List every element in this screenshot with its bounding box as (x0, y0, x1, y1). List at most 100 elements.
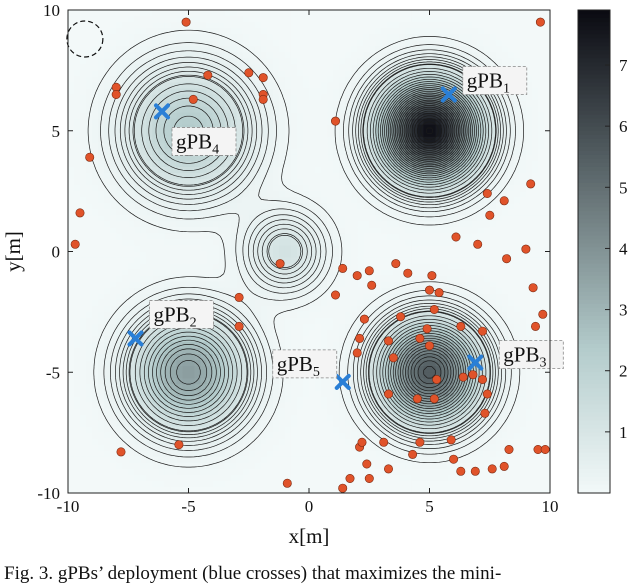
heat-cell (74, 366, 81, 373)
heat-cell (290, 154, 298, 162)
heat-cell (260, 130, 268, 138)
heat-cell (309, 414, 316, 422)
heat-cell (212, 227, 220, 234)
heat-cell (423, 360, 431, 367)
heat-cell (80, 94, 87, 102)
heat-cell (224, 70, 232, 78)
heat-cell (290, 10, 298, 17)
heat-cell (152, 118, 159, 126)
heat-cell (164, 474, 172, 482)
heat-cell (182, 76, 190, 84)
heat-cell (116, 281, 123, 289)
heat-cell (435, 245, 443, 253)
heat-cell (74, 58, 81, 65)
heat-cell (104, 52, 111, 59)
heat-cell (134, 245, 141, 253)
heat-cell (242, 269, 250, 277)
heat-cell (176, 209, 184, 216)
heat-cell (387, 106, 394, 114)
heat-cell (74, 70, 81, 78)
heat-cell (80, 336, 87, 343)
heat-cell (152, 360, 159, 367)
heat-cell (351, 10, 358, 17)
heat-cell (375, 160, 382, 168)
heat-cell (128, 239, 135, 247)
heat-cell (68, 118, 75, 126)
heat-cell (321, 486, 328, 493)
heat-cell (272, 16, 280, 23)
heat-cell (122, 46, 129, 53)
heat-cell (339, 148, 346, 156)
heat-cell (176, 293, 184, 301)
heat-cell (423, 275, 431, 283)
heat-cell (158, 142, 166, 150)
heat-cell (116, 414, 123, 422)
heat-cell (230, 251, 238, 259)
heat-cell (405, 142, 413, 150)
heat-cell (92, 269, 99, 277)
heat-cell (369, 251, 376, 259)
heat-cell (182, 82, 190, 90)
heat-cell (296, 414, 304, 422)
heat-cell (188, 372, 196, 379)
heat-cell (140, 10, 147, 17)
heat-cell (327, 257, 334, 265)
heat-cell (321, 209, 328, 216)
heat-cell (272, 112, 280, 120)
heat-cell (224, 408, 232, 416)
heat-cell (212, 402, 220, 410)
heat-cell (260, 378, 268, 385)
heat-cell (158, 263, 166, 271)
heat-cell (194, 432, 202, 440)
heat-cell (315, 94, 322, 102)
heat-cell (417, 390, 425, 397)
heat-cell (128, 76, 135, 84)
heat-cell (236, 118, 244, 126)
heat-cell (248, 408, 256, 416)
heat-cell (278, 58, 286, 65)
heat-cell (417, 239, 425, 247)
heat-cell (86, 58, 93, 65)
heat-cell (333, 46, 340, 53)
heat-cell (441, 215, 449, 222)
heat-cell (182, 450, 190, 458)
heat-cell (345, 82, 352, 90)
heat-cell (248, 366, 256, 373)
heat-cell (260, 100, 268, 108)
heat-cell (68, 396, 75, 404)
heat-cell (278, 239, 286, 247)
heat-cell (134, 486, 141, 493)
heat-cell (128, 46, 135, 53)
heat-cell (375, 414, 382, 422)
heat-cell (363, 426, 370, 434)
heat-cell (302, 293, 310, 301)
heat-cell (68, 106, 75, 114)
heat-cell (284, 378, 292, 385)
heat-cell (272, 474, 280, 482)
heat-cell (140, 348, 147, 355)
heat-cell (116, 118, 123, 126)
heat-cell (176, 227, 184, 234)
heat-cell (92, 305, 99, 313)
heat-cell (369, 173, 376, 180)
heat-cell (327, 299, 334, 307)
heat-cell (86, 251, 93, 259)
heat-cell (266, 444, 274, 452)
heat-cell (357, 154, 364, 162)
heat-cell (116, 329, 123, 337)
heat-cell (116, 76, 123, 84)
heat-cell (369, 462, 376, 470)
heat-cell (212, 275, 220, 283)
heat-cell (375, 480, 382, 488)
heat-cell (152, 378, 159, 385)
heat-cell (399, 287, 407, 295)
heat-cell (309, 438, 316, 446)
heat-cell (98, 450, 105, 458)
heat-cell (381, 76, 388, 84)
heat-cell (339, 450, 346, 458)
heat-cell (260, 402, 268, 410)
heat-cell (284, 76, 292, 84)
heat-cell (164, 450, 172, 458)
heat-cell (164, 34, 172, 41)
heat-cell (333, 456, 340, 464)
